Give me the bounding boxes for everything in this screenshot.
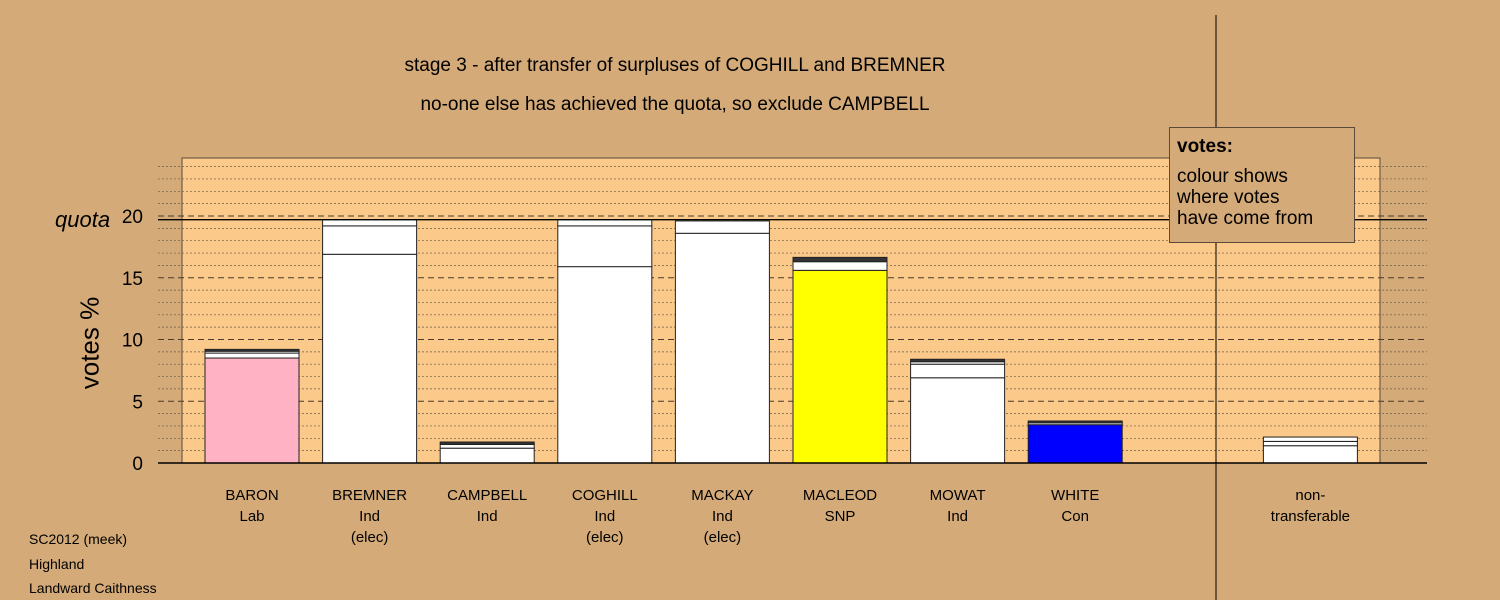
footer-source: SC2012 (meek) (29, 531, 128, 547)
footer-region: Highland (29, 556, 85, 572)
bar-segment (204, 348, 300, 352)
chart-title: stage 3 - after transfer of surpluses of… (404, 55, 946, 76)
x-tick-label: SNP (825, 508, 856, 525)
bar-segment (1262, 436, 1358, 442)
bar-segment (792, 256, 888, 263)
x-tick-label: Ind (359, 508, 380, 525)
x-tick-label: (elec) (351, 529, 389, 546)
x-tick-label: Ind (712, 508, 733, 525)
x-tick-label: non- (1295, 487, 1325, 504)
y-tick-label: 0 (132, 454, 143, 475)
legend-title: votes: (1177, 136, 1233, 157)
bar-segment (910, 358, 1006, 363)
bar-segment (322, 253, 418, 464)
bar-segment (910, 377, 1006, 464)
x-tick-label: Lab (239, 508, 264, 525)
bar-segment (1262, 440, 1358, 447)
y-tick-label: 5 (132, 392, 143, 413)
y-tick-label: 15 (122, 269, 143, 290)
bar-segment (557, 266, 653, 464)
footer-ward: Landward Caithness (29, 580, 157, 596)
bar-segment (439, 447, 535, 464)
y-axis-label: votes % (74, 296, 105, 390)
x-tick-label: Ind (947, 508, 968, 525)
y-tick-label: 10 (122, 331, 143, 352)
legend: votes: colour shows where votes have com… (1169, 127, 1355, 243)
quota-label: quota (55, 207, 111, 232)
bar-segment (792, 261, 888, 271)
bar-segment (1027, 420, 1123, 424)
x-tick-label: Con (1061, 508, 1089, 525)
bar-segment (1027, 424, 1123, 464)
bar-segment (204, 352, 300, 359)
bar-segment (439, 443, 535, 449)
x-tick-label: MACKAY (691, 487, 753, 504)
chart-subtitle: no-one else has achieved the quota, so e… (420, 94, 930, 115)
bar-segment (557, 225, 653, 268)
legend-line: colour shows (1177, 166, 1288, 187)
bar-segment (322, 219, 418, 227)
x-tick-label: BARON (225, 487, 278, 504)
bar-segment (204, 357, 300, 464)
legend-line: where votes (1177, 187, 1280, 208)
x-tick-label: Ind (477, 508, 498, 525)
bar-segment (322, 225, 418, 255)
y-tick-label: 20 (122, 207, 143, 228)
bar-segment (674, 220, 770, 234)
bar-segment (674, 232, 770, 464)
bar-segment (792, 269, 888, 464)
legend-line: have come from (1177, 208, 1314, 229)
bar-segment (557, 219, 653, 227)
x-tick-label: BREMNER (332, 487, 407, 504)
x-tick-label: (elec) (704, 529, 742, 546)
x-tick-label: MACLEOD (803, 487, 877, 504)
x-tick-label: MOWAT (930, 487, 986, 504)
bar-segment (910, 363, 1006, 379)
x-tick-label: Ind (594, 508, 615, 525)
bar-segment (439, 441, 535, 445)
x-tick-label: WHITE (1051, 487, 1099, 504)
bar-segment (1262, 445, 1358, 464)
x-tick-label: COGHILL (572, 487, 638, 504)
x-tick-label: transferable (1271, 508, 1350, 525)
x-tick-label: CAMPBELL (447, 487, 527, 504)
x-tick-label: (elec) (586, 529, 624, 546)
